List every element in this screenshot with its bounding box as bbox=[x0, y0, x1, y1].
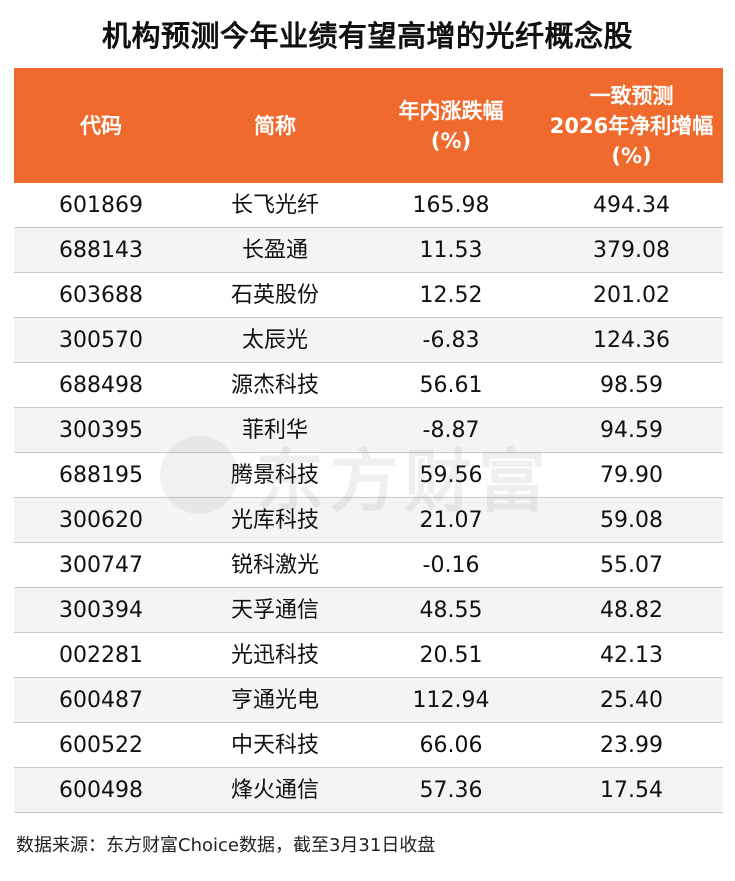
cell-ytd-change: 165.98 bbox=[412, 192, 490, 218]
header-profit-growth: 一致预测 2026年净利增幅 (%) bbox=[540, 68, 723, 183]
cell-profit-growth: 379.08 bbox=[593, 237, 670, 263]
header-profit-growth-unit: (%) bbox=[611, 143, 652, 168]
cell-profit-growth: 42.13 bbox=[600, 642, 663, 668]
cell-code: 601869 bbox=[59, 192, 143, 218]
cell-profit-growth: 124.36 bbox=[593, 327, 670, 353]
cell-profit-growth: 94.59 bbox=[600, 417, 663, 443]
table-header: 代码 简称 年内涨跌幅 (%) 一致预测 2026年净利增幅 (%) bbox=[14, 68, 723, 183]
cell-name: 烽火通信 bbox=[230, 777, 319, 803]
cell-name: 亨通光电 bbox=[230, 687, 319, 713]
cell-code: 300394 bbox=[59, 597, 143, 623]
table-body: 601869 长飞光纤 165.98 494.34 688143 长盈通 11.53 379.… bbox=[14, 183, 723, 813]
cell-profit-growth: 23.99 bbox=[600, 732, 663, 758]
source-note: 数据来源：东方财富Choice数据，截至3月31日收盘 bbox=[16, 835, 436, 856]
cell-code: 300620 bbox=[59, 507, 143, 533]
cell-ytd-change: 12.52 bbox=[419, 282, 483, 308]
cell-code: 688195 bbox=[59, 462, 143, 488]
cell-profit-growth: 201.02 bbox=[593, 282, 670, 308]
cell-name: 长飞光纤 bbox=[230, 192, 319, 218]
cell-profit-growth: 55.07 bbox=[600, 552, 663, 578]
cell-profit-growth: 17.54 bbox=[600, 777, 663, 803]
table-row: 300570 太辰光 -6.83 124.36 bbox=[14, 318, 723, 363]
cell-name: 光迅科技 bbox=[230, 642, 319, 668]
cell-name: 太辰光 bbox=[241, 327, 308, 353]
header-ytd-change-label: 年内涨跌幅 bbox=[398, 98, 504, 123]
cell-code: 688498 bbox=[59, 372, 143, 398]
cell-code: 002281 bbox=[59, 642, 143, 668]
table-row: 603688 石英股份 12.52 201.02 bbox=[14, 273, 723, 318]
cell-ytd-change: 59.56 bbox=[419, 462, 483, 488]
cell-name: 锐科激光 bbox=[230, 552, 319, 578]
header-name: 简称 bbox=[188, 68, 362, 183]
cell-name: 天孚通信 bbox=[230, 597, 319, 623]
cell-name: 光库科技 bbox=[230, 507, 319, 533]
cell-profit-growth: 48.82 bbox=[600, 597, 663, 623]
cell-code: 600522 bbox=[59, 732, 143, 758]
table-row: 600522 中天科技 66.06 23.99 bbox=[14, 723, 723, 768]
table-row: 002281 光迅科技 20.51 42.13 bbox=[14, 633, 723, 678]
table-row: 300747 锐科激光 -0.16 55.07 bbox=[14, 543, 723, 588]
table-row: 300394 天孚通信 48.55 48.82 bbox=[14, 588, 723, 633]
cell-ytd-change: 48.55 bbox=[419, 597, 483, 623]
cell-code: 688143 bbox=[59, 237, 143, 263]
cell-ytd-change: 112.94 bbox=[412, 687, 490, 713]
header-profit-growth-label: 一致预测 bbox=[589, 83, 674, 108]
cell-ytd-change: -6.83 bbox=[422, 327, 480, 353]
cell-code: 600487 bbox=[59, 687, 143, 713]
cell-ytd-change: 11.53 bbox=[419, 237, 483, 263]
cell-profit-growth: 79.90 bbox=[600, 462, 663, 488]
cell-name: 源杰科技 bbox=[230, 372, 319, 398]
header-ytd-change-unit: (%) bbox=[430, 128, 472, 153]
cell-code: 300570 bbox=[59, 327, 143, 353]
cell-ytd-change: 56.61 bbox=[419, 372, 483, 398]
cell-ytd-change: 66.06 bbox=[419, 732, 483, 758]
page-title: 机构预测今年业绩有望高增的光纤概念股 bbox=[101, 19, 633, 53]
cell-code: 603688 bbox=[59, 282, 143, 308]
header-profit-growth-sublabel: 2026年净利增幅 bbox=[549, 113, 714, 138]
cell-ytd-change: -8.87 bbox=[422, 417, 480, 443]
cell-code: 300747 bbox=[59, 552, 143, 578]
cell-ytd-change: 57.36 bbox=[419, 777, 483, 803]
cell-profit-growth: 98.59 bbox=[600, 372, 663, 398]
cell-ytd-change: -0.16 bbox=[422, 552, 480, 578]
cell-name: 中天科技 bbox=[230, 732, 319, 758]
table-row: 688498 源杰科技 56.61 98.59 bbox=[14, 363, 723, 408]
cell-code: 300395 bbox=[59, 417, 143, 443]
table-row: 688195 腾景科技 59.56 79.90 bbox=[14, 453, 723, 498]
cell-name: 腾景科技 bbox=[230, 462, 319, 488]
cell-ytd-change: 21.07 bbox=[419, 507, 483, 533]
table-row: 300395 菲利华 -8.87 94.59 bbox=[14, 408, 723, 453]
header-name-label: 简称 bbox=[254, 113, 296, 138]
header-code-label: 代码 bbox=[80, 113, 122, 138]
table-row: 601869 长飞光纤 165.98 494.34 bbox=[14, 183, 723, 228]
cell-name: 石英股份 bbox=[230, 282, 319, 308]
table-row: 688143 长盈通 11.53 379.08 bbox=[14, 228, 723, 273]
table-row: 300620 光库科技 21.07 59.08 bbox=[14, 498, 723, 543]
cell-profit-growth: 25.40 bbox=[600, 687, 663, 713]
cell-name: 菲利华 bbox=[241, 417, 308, 443]
cell-code: 600498 bbox=[59, 777, 143, 803]
cell-profit-growth: 494.34 bbox=[593, 192, 670, 218]
table-row: 600498 烽火通信 57.36 17.54 bbox=[14, 768, 723, 813]
stock-table: 代码 简称 年内涨跌幅 (%) 一致预测 2026年净利增幅 (%) 60186… bbox=[14, 68, 723, 813]
header-ytd-change: 年内涨跌幅 (%) bbox=[362, 68, 540, 183]
cell-profit-growth: 59.08 bbox=[600, 507, 663, 533]
header-code: 代码 bbox=[14, 68, 188, 183]
table-row: 600487 亨通光电 112.94 25.40 bbox=[14, 678, 723, 723]
cell-name: 长盈通 bbox=[241, 237, 308, 263]
cell-ytd-change: 20.51 bbox=[419, 642, 483, 668]
